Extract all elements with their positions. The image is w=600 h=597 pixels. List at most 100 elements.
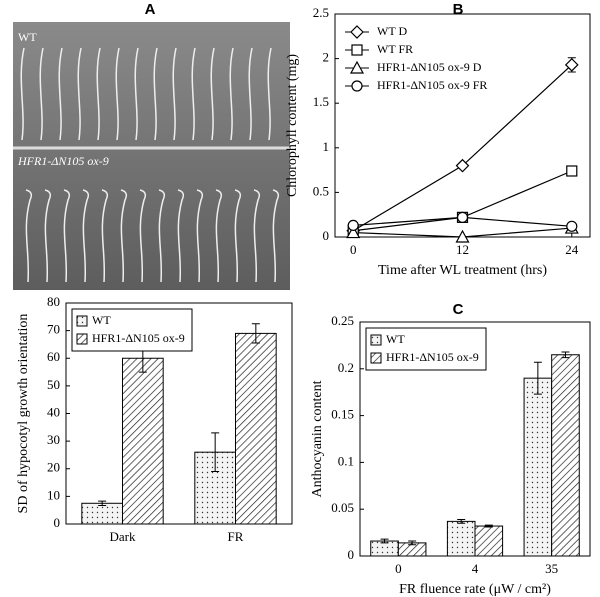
legend-label: HFR1-ΔN105 ox-9	[92, 331, 185, 345]
x-tick-label: FR	[228, 529, 244, 544]
y-tick-label: 0.5	[313, 183, 329, 198]
seedling	[210, 47, 215, 141]
y-tick-label: 0.15	[331, 407, 354, 422]
legend-swatch	[76, 315, 88, 327]
legend-label: WT	[92, 313, 111, 327]
y-tick-label: 0	[54, 515, 61, 530]
seedling	[272, 189, 280, 283]
y-tick-label: 0.05	[331, 500, 354, 515]
seedling	[39, 47, 44, 141]
y-tick-label: 50	[47, 377, 60, 392]
legend-swatch	[370, 334, 382, 346]
seedling	[177, 189, 185, 283]
x-tick-label: 0	[350, 242, 357, 257]
legend-label: HFR1-ΔN105 ox-9 FR	[377, 78, 487, 92]
seedling	[196, 189, 204, 283]
seedling	[101, 189, 109, 283]
x-tick-label: Dark	[110, 529, 136, 544]
error-bar	[98, 500, 107, 506]
legend-marker	[351, 44, 363, 56]
y-tick-label: 0.1	[338, 453, 354, 468]
legend-marker	[350, 25, 364, 39]
bar	[235, 332, 277, 525]
legend-swatch	[76, 333, 88, 345]
panel-label: A	[145, 1, 156, 18]
seedling	[139, 189, 147, 283]
seedling	[229, 47, 234, 141]
legend-label: WT	[386, 332, 405, 346]
seedling	[234, 189, 242, 283]
seedling	[120, 189, 128, 283]
legend-marker	[349, 60, 365, 74]
y-tick-label: 2	[323, 50, 330, 65]
y-tick-label: 60	[47, 349, 60, 364]
bar	[122, 357, 164, 525]
seedling	[63, 189, 71, 283]
seedling	[253, 189, 261, 283]
error-bar	[211, 432, 220, 473]
marker	[456, 211, 469, 223]
legend-label: HFR1-ΔN105 ox-9 D	[377, 60, 482, 74]
seedling	[77, 47, 82, 141]
legend-swatch	[370, 352, 382, 364]
seedling	[191, 47, 196, 141]
x-tick-label: 24	[565, 242, 579, 257]
y-tick-label: 0.25	[331, 313, 354, 328]
x-tick-label: 35	[545, 561, 558, 576]
y-tick-label: 20	[47, 460, 60, 475]
y-tick-label: 0	[323, 228, 330, 243]
x-axis-label: Time after WL treatment (hrs)	[378, 263, 547, 278]
error-bar	[380, 538, 389, 544]
marker	[455, 229, 470, 243]
y-tick-label: 0	[348, 547, 355, 562]
y-tick-label: 1	[323, 139, 330, 154]
seedling	[25, 189, 33, 283]
seedling	[134, 47, 139, 141]
seedling	[248, 47, 253, 141]
marker	[455, 158, 470, 173]
y-axis-label: Chlorophyll content (mg)	[285, 54, 300, 197]
x-tick-label: 12	[456, 242, 469, 257]
seedling	[115, 47, 120, 141]
y-tick-label: 1.5	[313, 94, 329, 109]
x-axis-label: FR fluence rate (μW / cm²)	[399, 582, 551, 597]
y-tick-label: 2.5	[313, 5, 329, 20]
marker	[346, 225, 361, 239]
seedling	[58, 47, 63, 141]
photo-label: HFR1-ΔN105 ox-9	[17, 154, 109, 168]
y-tick-label: 40	[47, 404, 60, 419]
seedling	[44, 189, 52, 283]
error-bar	[484, 524, 493, 528]
y-axis-label: SD of hypocotyl growth orientation	[16, 314, 31, 514]
legend-label: WT FR	[377, 42, 413, 56]
bar	[446, 520, 476, 557]
legend-marker	[351, 80, 363, 92]
bar	[523, 377, 553, 557]
panel-label: C	[453, 301, 464, 318]
x-tick-label: 0	[395, 561, 402, 576]
bar	[81, 502, 123, 525]
seedling	[153, 47, 158, 141]
seedling	[96, 47, 101, 141]
panel-label: B	[453, 1, 464, 18]
legend-frame	[71, 308, 193, 352]
legend-frame	[341, 20, 476, 98]
legend-frame	[365, 327, 487, 371]
bar	[551, 354, 580, 557]
photo-label: WT	[18, 30, 37, 44]
y-tick-label: 0.2	[338, 360, 354, 375]
seedling	[215, 189, 223, 283]
marker	[566, 165, 578, 177]
seedling	[158, 189, 166, 283]
error-bar	[457, 518, 466, 524]
seedling	[82, 189, 90, 283]
error-bar	[533, 361, 542, 395]
y-tick-label: 70	[47, 322, 60, 337]
legend-label: WT D	[377, 24, 407, 38]
marker	[564, 57, 579, 72]
marker	[347, 219, 359, 232]
seedling	[172, 47, 177, 141]
error-bar	[251, 323, 260, 344]
seedling	[267, 47, 272, 141]
